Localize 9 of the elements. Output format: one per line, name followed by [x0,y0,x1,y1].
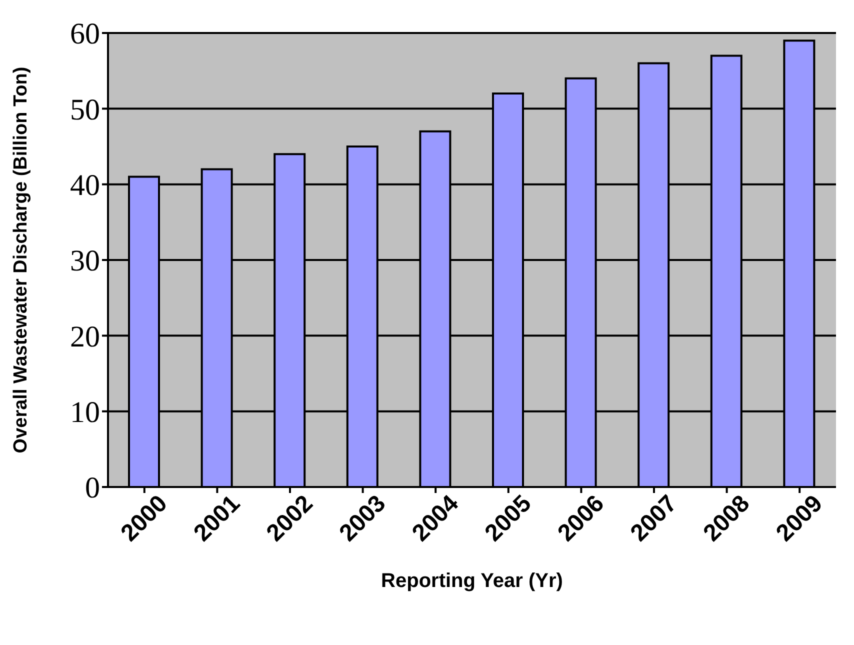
y-tick-label: 10 [70,396,100,429]
y-tick-label: 20 [70,320,100,354]
x-axis-title: Reporting Year (Yr) [381,570,563,592]
y-tick-label: 30 [70,244,100,278]
y-tick-label: 50 [70,93,100,126]
y-tick-label: 40 [70,168,100,202]
y-tick-label: 60 [70,18,100,51]
y-axis-title: Overall Wastewater Discharge (Billion Ton) [10,66,32,454]
y-tick-label: 0 [85,472,100,505]
